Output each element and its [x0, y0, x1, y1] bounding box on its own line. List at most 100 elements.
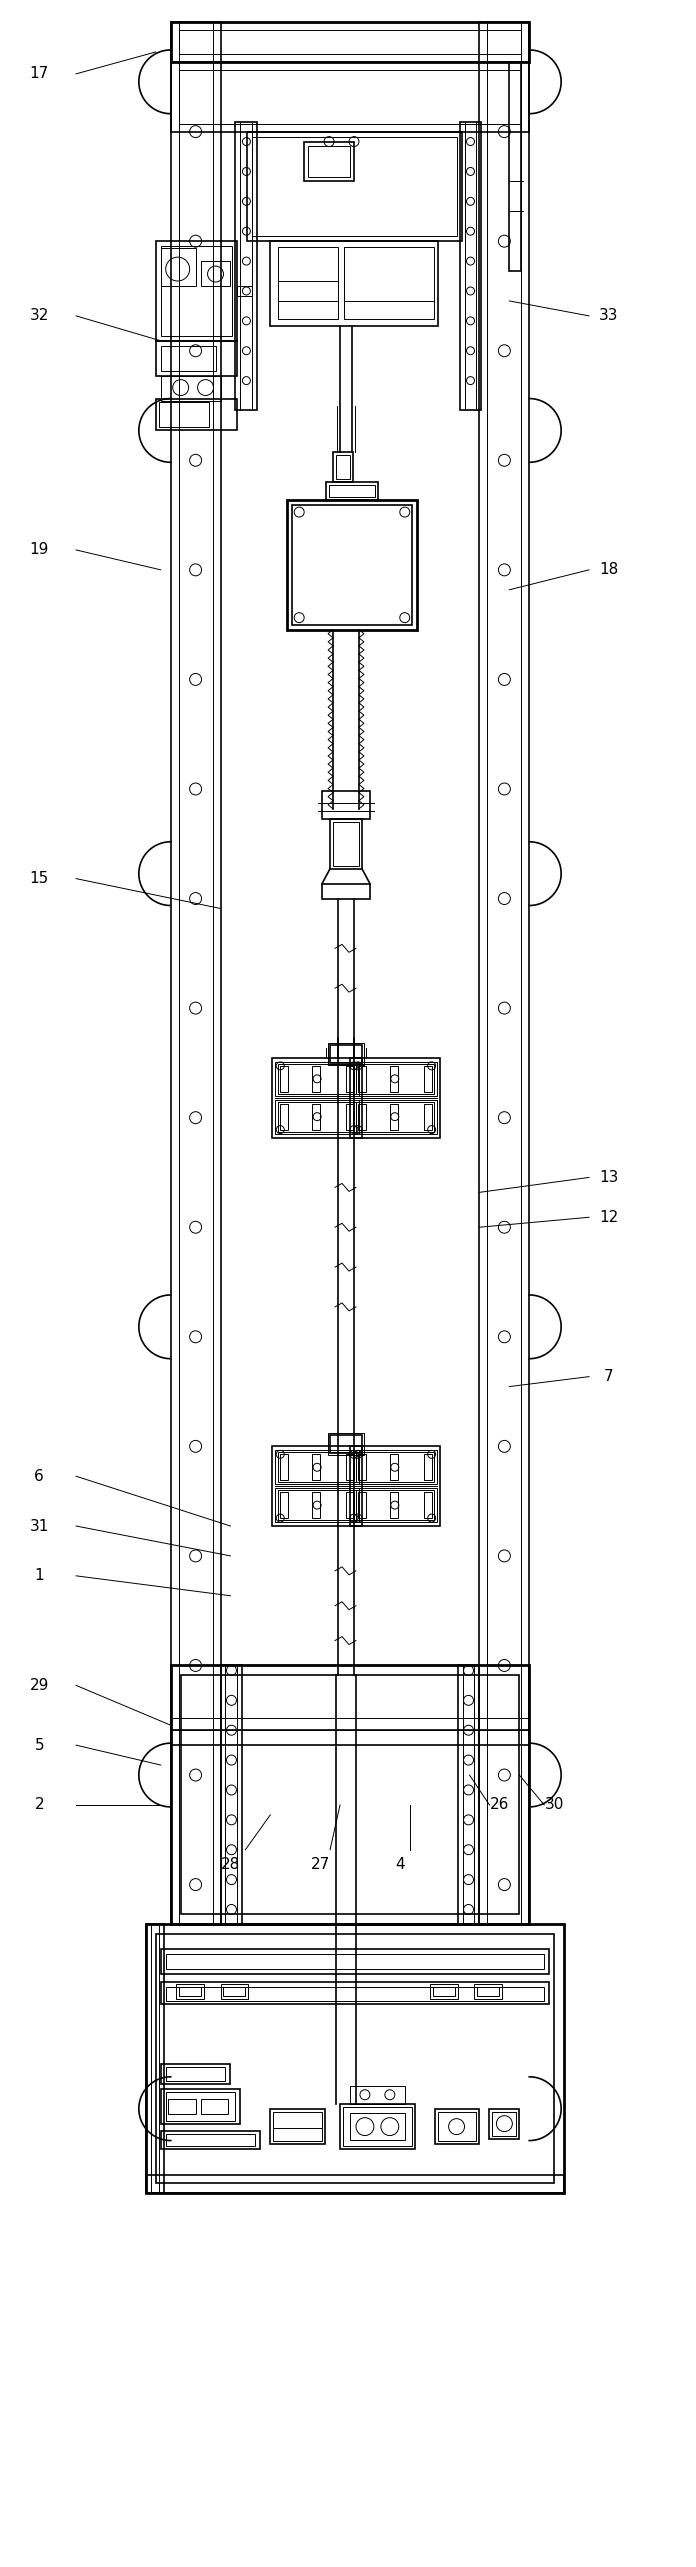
Bar — [390, 1065, 398, 1091]
Text: 32: 32 — [29, 308, 49, 323]
Bar — [390, 1104, 398, 1129]
Bar — [161, 347, 216, 370]
Bar — [270, 2108, 325, 2143]
Bar — [350, 1445, 440, 1525]
Text: 26: 26 — [490, 1797, 509, 1812]
Bar — [200, 2100, 228, 2113]
Bar — [350, 2087, 405, 2105]
Text: 4: 4 — [395, 1856, 404, 1871]
Text: 17: 17 — [30, 67, 49, 82]
Bar — [358, 1065, 366, 1091]
Bar — [221, 1666, 242, 1925]
Bar — [166, 2066, 226, 2082]
Bar — [438, 2113, 477, 2141]
Text: 30: 30 — [544, 1797, 564, 1812]
Text: 27: 27 — [310, 1856, 330, 1871]
Bar — [274, 2113, 322, 2141]
Bar — [333, 452, 353, 483]
Bar — [358, 1491, 366, 1517]
Bar — [145, 1925, 164, 2192]
Bar — [322, 883, 370, 898]
Text: 5: 5 — [34, 1738, 44, 1753]
Bar — [161, 1982, 549, 2005]
Bar — [156, 341, 237, 375]
Bar — [280, 1455, 288, 1481]
Bar — [166, 2092, 235, 2120]
Bar — [166, 1987, 544, 2002]
Bar — [287, 501, 417, 629]
Bar — [278, 1101, 356, 1132]
Bar — [312, 1104, 320, 1129]
Bar — [340, 2105, 415, 2149]
Text: 12: 12 — [599, 1209, 619, 1224]
Bar — [272, 1058, 362, 1137]
Bar — [328, 1432, 364, 1455]
Bar — [161, 1948, 549, 1974]
Bar — [433, 1987, 454, 1997]
Bar — [330, 1045, 362, 1063]
Bar — [223, 1987, 246, 1997]
Bar — [353, 1450, 436, 1484]
Bar — [276, 1099, 359, 1135]
Bar — [270, 241, 438, 326]
Bar — [330, 1435, 362, 1453]
Bar — [457, 1666, 480, 1925]
Bar — [161, 2131, 260, 2149]
Bar — [346, 1491, 354, 1517]
Bar — [329, 485, 375, 498]
Text: 1: 1 — [34, 1568, 44, 1584]
Text: 13: 13 — [599, 1171, 619, 1186]
Bar — [358, 1104, 366, 1129]
Bar — [459, 121, 482, 411]
Bar — [292, 506, 412, 624]
Bar — [356, 1063, 434, 1094]
Bar — [477, 1987, 500, 1997]
Bar — [280, 1104, 288, 1129]
Bar — [171, 1730, 529, 1746]
Bar — [308, 146, 350, 177]
Bar — [278, 1491, 356, 1520]
Bar — [346, 1065, 354, 1091]
Bar — [493, 2113, 516, 2136]
Bar — [346, 1104, 354, 1129]
Bar — [235, 121, 258, 411]
Bar — [328, 1042, 364, 1065]
Bar — [161, 246, 232, 336]
Bar — [278, 1453, 356, 1481]
Bar — [166, 2133, 255, 2146]
Bar — [312, 1065, 320, 1091]
Bar — [145, 2174, 564, 2192]
Text: 18: 18 — [599, 562, 619, 578]
Bar — [312, 1455, 320, 1481]
Bar — [145, 1925, 564, 2192]
Bar — [424, 1065, 432, 1091]
Text: 29: 29 — [29, 1679, 49, 1692]
Bar — [390, 1491, 398, 1517]
Bar — [175, 1984, 203, 2000]
Bar — [247, 131, 461, 241]
Bar — [159, 400, 209, 429]
Bar — [200, 262, 230, 285]
Bar — [333, 821, 359, 865]
Bar — [272, 1445, 362, 1525]
Bar — [156, 398, 237, 431]
Bar — [343, 2108, 412, 2146]
Text: 2: 2 — [34, 1797, 44, 1812]
Text: 33: 33 — [599, 308, 619, 323]
Bar — [312, 1491, 320, 1517]
Bar — [253, 136, 457, 236]
Bar — [161, 2064, 230, 2084]
Bar — [509, 62, 521, 272]
Bar — [166, 1953, 544, 1969]
Bar — [322, 791, 370, 819]
Bar — [356, 1453, 434, 1481]
Bar — [237, 285, 253, 295]
Bar — [179, 1987, 200, 1997]
Bar — [161, 2090, 240, 2123]
Bar — [429, 1984, 457, 2000]
Bar — [171, 23, 221, 1925]
Bar — [278, 246, 338, 318]
Text: 7: 7 — [604, 1368, 614, 1384]
Bar — [276, 1489, 359, 1522]
Bar — [424, 1455, 432, 1481]
